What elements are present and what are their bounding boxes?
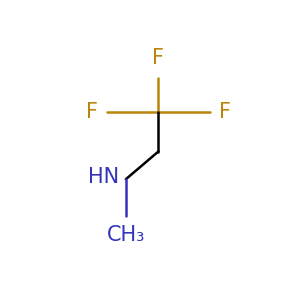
Text: CH₃: CH₃ (107, 225, 145, 245)
Text: F: F (219, 102, 231, 122)
Text: HN: HN (88, 167, 119, 187)
Text: F: F (152, 48, 164, 68)
Text: F: F (86, 102, 98, 122)
